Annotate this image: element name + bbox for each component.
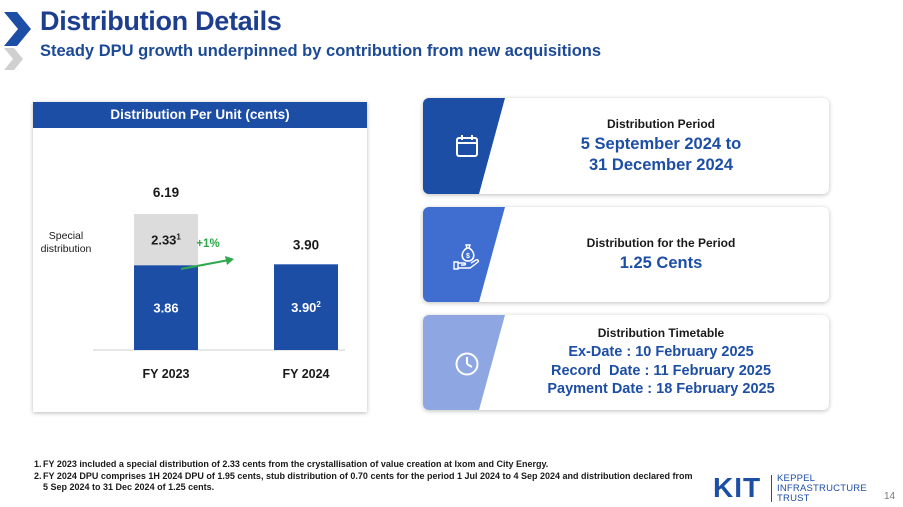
- distribution-timetable-card: Distribution Timetable Ex-Date : 10 Febr…: [423, 315, 829, 410]
- growth-arrow-head: [225, 256, 234, 265]
- chevron-icon: [4, 12, 31, 70]
- footnote: 1. FY 2023 included a special distributi…: [34, 459, 694, 471]
- special-distribution-label: distribution: [41, 243, 92, 255]
- logo-text: KEPPEL INFRASTRUCTURE TRUST: [777, 474, 867, 504]
- footnote-text: FY 2024 DPU comprises 1H 2024 DPU of 1.9…: [43, 470, 693, 493]
- total-label: 6.19: [153, 185, 179, 200]
- card-label: Distribution Period: [607, 116, 715, 131]
- card-label: Distribution Timetable: [597, 326, 725, 341]
- growth-label: +1%: [196, 238, 219, 250]
- bar-value-label: 3.902: [291, 300, 321, 315]
- card-accent-slab: [423, 315, 505, 410]
- special-value-label: 2.331: [151, 233, 181, 248]
- card-value-line: 31 December 2024: [588, 155, 734, 174]
- card-accent-slab: [423, 98, 505, 194]
- card-content: Distribution Period 5 September 2024 to …: [493, 98, 829, 194]
- card-content: Distribution for the Period 1.25 Cents: [493, 207, 829, 302]
- logo-divider: [771, 475, 772, 502]
- footnote: 2. FY 2024 DPU comprises 1H 2024 DPU of …: [34, 471, 694, 494]
- card-accent-slab: [423, 207, 505, 302]
- category-label: FY 2023: [142, 367, 189, 381]
- svg-text:$: $: [466, 253, 470, 260]
- total-label: 3.90: [293, 237, 319, 252]
- footnote-number: 1.: [34, 459, 42, 469]
- footnote-superscript: 1: [176, 233, 181, 242]
- logo-line: TRUST: [777, 493, 810, 504]
- card-label: Distribution for the Period: [586, 235, 736, 250]
- card-value-line: 1.25 Cents: [619, 253, 703, 272]
- distribution-amount-card: $ Distribution for the Period 1.25 Cents: [423, 207, 829, 302]
- bar-base-1: [274, 264, 338, 350]
- logo-line: KEPPEL: [777, 473, 816, 484]
- logo-line: INFRASTRUCTURE: [777, 483, 867, 494]
- footnote-text: FY 2023 included a special distribution …: [43, 459, 549, 469]
- logo-mark: KIT: [713, 472, 762, 503]
- bar-base-0: [134, 265, 198, 350]
- distribution-period-card: Distribution Period 5 September 2024 to …: [423, 98, 829, 194]
- page-number: 14: [884, 491, 896, 502]
- ex-date: Ex-Date : 10 February 2025: [568, 344, 754, 361]
- keppel-logo: KIT KEPPEL INFRASTRUCTURE TRUST: [713, 472, 873, 504]
- card-value-line: 5 September 2024 to: [580, 134, 742, 153]
- dpu-chart: 3.86 2.331 6.19 FY 2023 3.902 3.90 FY 2024 Spec…: [41, 185, 345, 381]
- calendar-icon: [456, 135, 478, 157]
- footnotes: 1. FY 2023 included a special distributi…: [34, 459, 694, 494]
- record-date: Record Date : 11 February 2025: [550, 362, 772, 379]
- page-subtitle: Steady DPU growth underpinned by contrib…: [40, 42, 602, 60]
- chart-header: Distribution Per Unit (cents): [33, 102, 367, 128]
- growth-arrow-line: [180, 259, 230, 270]
- special-distribution-label: Special: [49, 230, 83, 242]
- card-content: Distribution Timetable Ex-Date : 10 Febr…: [493, 315, 829, 410]
- footnote-number: 2.: [34, 470, 42, 481]
- page-title: Distribution Details: [40, 6, 282, 36]
- dpu-chart-panel: Distribution Per Unit (cents) 3.86 2.331 6…: [33, 102, 367, 412]
- bar-special-0: [134, 214, 198, 266]
- bar-value-label: 3.86: [153, 301, 178, 316]
- money-hand-icon: $: [453, 244, 480, 270]
- payment-date: Payment Date : 18 February 2025: [547, 381, 775, 398]
- footnote-superscript: 2: [316, 300, 321, 309]
- clock-icon: [455, 352, 479, 376]
- category-label: FY 2024: [282, 367, 329, 381]
